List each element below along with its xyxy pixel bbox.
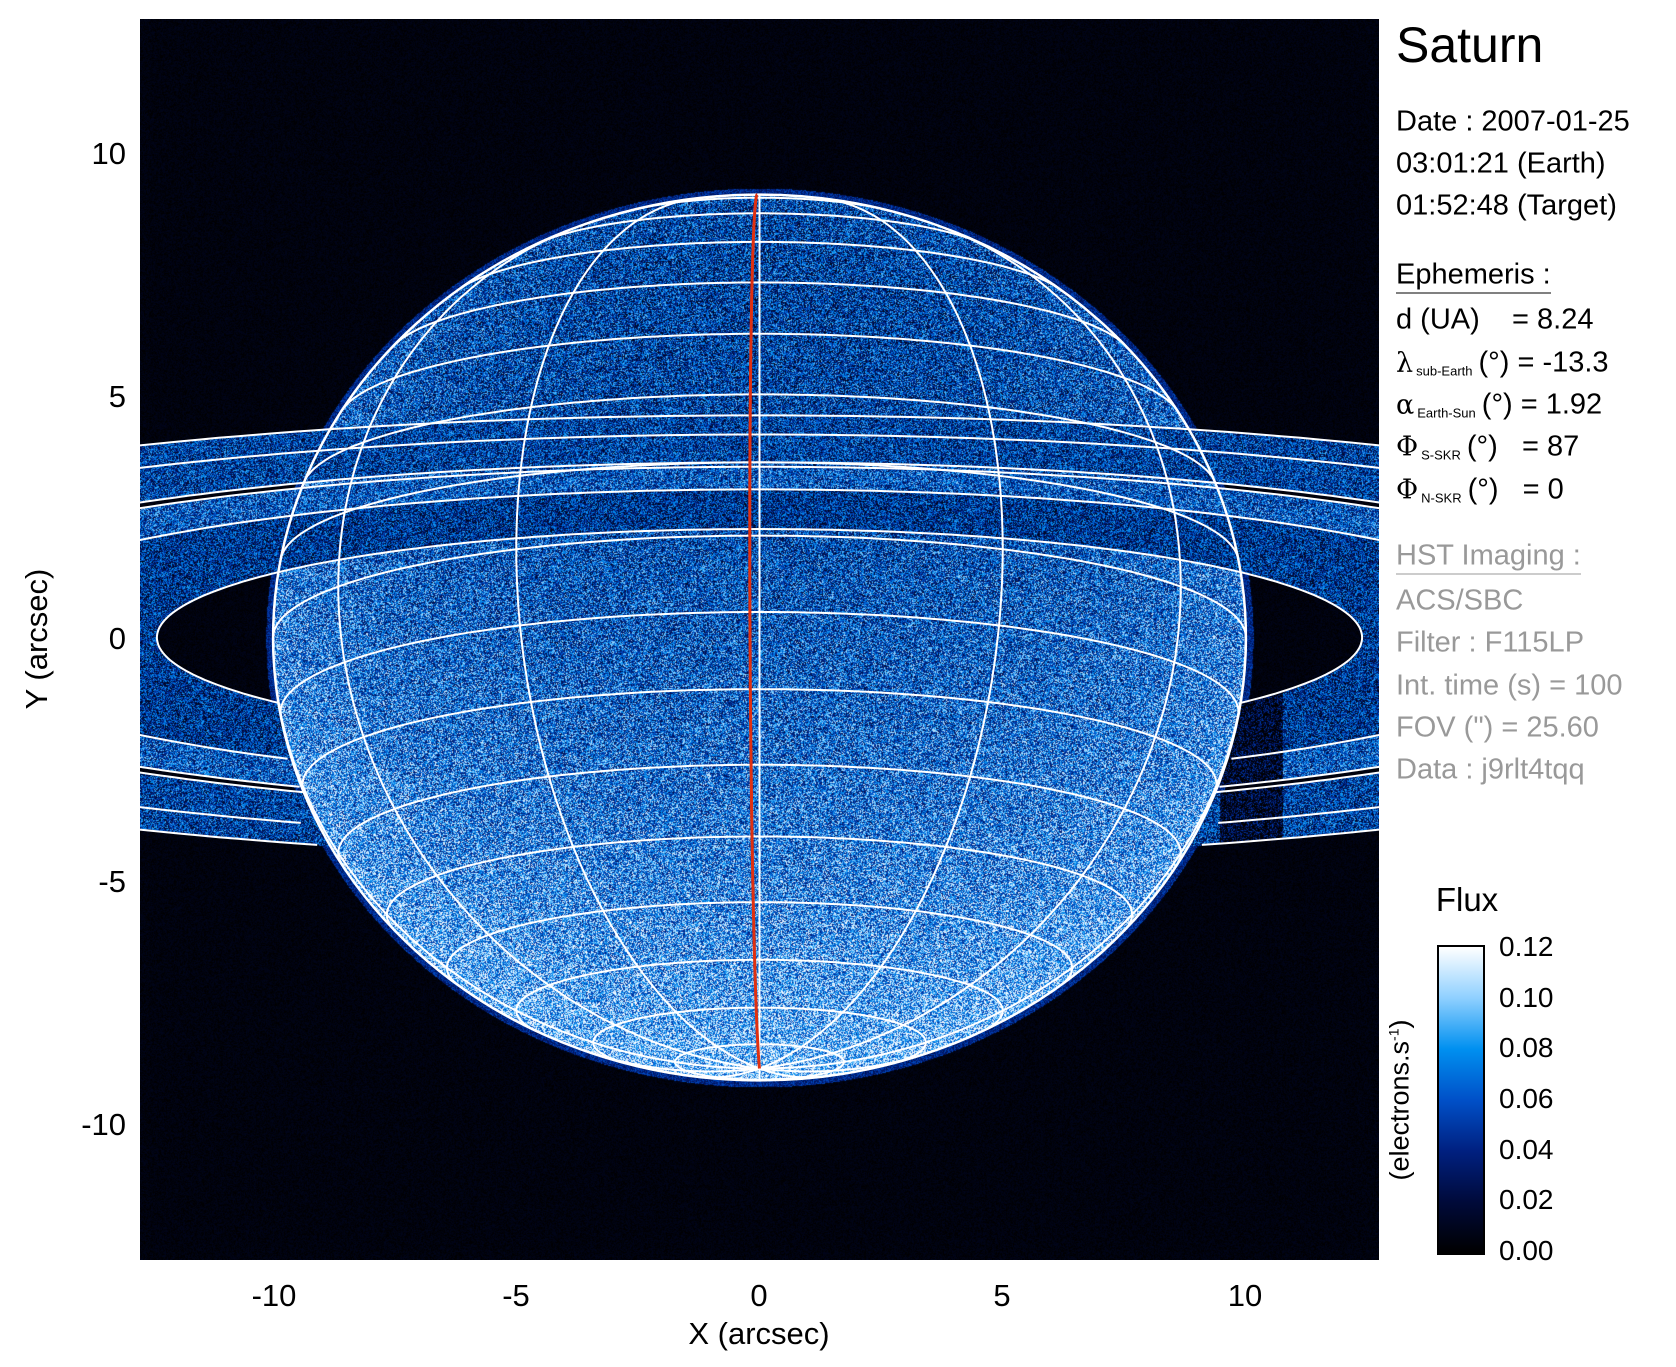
saturn-image-plot	[140, 19, 1379, 1260]
meridian-line	[760, 228, 1181, 1068]
colorbar-tick-label: 0.06	[1499, 1083, 1554, 1115]
x-tick-label: 0	[750, 1278, 767, 1314]
ring-edge	[1231, 638, 1379, 759]
planet-grid-overlay	[140, 19, 1379, 1260]
colorbar-tick-label: 0.08	[1499, 1032, 1554, 1064]
meridian-line	[338, 228, 759, 1068]
colorbar-unit: (electrons.s-1)	[1385, 1019, 1416, 1180]
y-tick-label: -5	[98, 864, 126, 900]
colorbar-tick-label: 0.00	[1499, 1235, 1554, 1267]
ring-edge	[1219, 638, 1379, 787]
ephemeris-item: Φ S-SKR (°) = 87	[1396, 431, 1579, 464]
symbol: α	[1396, 390, 1414, 421]
y-tick-label: 5	[109, 379, 126, 415]
colorbar	[1437, 945, 1485, 1255]
ring-edge	[1216, 638, 1379, 793]
ring-edge	[1241, 638, 1362, 703]
latitude-line	[760, 334, 1176, 408]
imaging-item: FOV (") = 25.60	[1396, 711, 1599, 744]
ephemeris-item: d (UA) = 8.24	[1396, 304, 1593, 337]
symbol: Φ	[1396, 432, 1418, 463]
y-axis-label: Y (arcsec)	[19, 569, 55, 710]
ephemeris-item: Φ N-SKR (°) = 0	[1396, 474, 1564, 507]
meridian-line	[516, 199, 759, 1069]
y-tick-label: -10	[81, 1107, 126, 1143]
meridian-line	[760, 638, 1246, 1069]
colorbar-tick-label: 0.02	[1499, 1184, 1554, 1216]
subscript: Earth-Sun	[1417, 406, 1476, 421]
x-tick-label: -5	[502, 1278, 530, 1314]
subscript: N-SKR	[1421, 491, 1461, 506]
time-earth-text: 03:01:21 (Earth)	[1396, 148, 1606, 181]
meridian-line	[760, 199, 1003, 1069]
imaging-item: Int. time (s) = 100	[1396, 669, 1622, 702]
symbol: Φ	[1396, 475, 1418, 506]
ring-edge	[1218, 638, 1379, 823]
latitude-line	[516, 960, 759, 1032]
x-tick-label: 5	[993, 1278, 1010, 1314]
unit-main: (electrons.s	[1385, 1041, 1415, 1181]
symbol: λ	[1396, 348, 1413, 379]
y-tick-label: 10	[92, 136, 126, 172]
latitude-line	[460, 242, 760, 289]
subscript: S-SKR	[1421, 448, 1461, 463]
x-axis-label: X (arcsec)	[688, 1316, 829, 1352]
latitude-line	[760, 960, 1003, 1032]
latitude-line	[343, 334, 759, 408]
value-text: (°) = 0	[1468, 474, 1564, 506]
target-title: Saturn	[1396, 16, 1543, 74]
imaging-header: HST Imaging :	[1396, 540, 1581, 575]
unit-close: )	[1385, 1019, 1415, 1028]
colorbar-tick-label: 0.04	[1499, 1134, 1554, 1166]
x-tick-label: 10	[1228, 1278, 1262, 1314]
subscript: sub-Earth	[1416, 364, 1472, 379]
value-text: (°) = 87	[1467, 431, 1579, 463]
value-text: (°) = 1.92	[1482, 389, 1602, 421]
colorbar-title: Flux	[1436, 881, 1498, 919]
ephemeris-item: λ sub-Earth (°) = -13.3	[1396, 347, 1609, 380]
central-meridian-line	[750, 195, 760, 1069]
value-text: (°) = -13.3	[1479, 347, 1609, 379]
imaging-item: Filter : F115LP	[1396, 627, 1584, 660]
latitude-line	[760, 242, 1060, 289]
time-target-text: 01:52:48 (Target)	[1396, 190, 1617, 223]
imaging-item: ACS/SBC	[1396, 585, 1523, 618]
value-text: d (UA) = 8.24	[1396, 304, 1593, 336]
ephemeris-item: α Earth-Sun (°) = 1.92	[1396, 389, 1602, 422]
colorbar-tick-label: 0.10	[1499, 982, 1554, 1014]
unit-sup: -1	[1386, 1028, 1402, 1040]
imaging-item: Data : j9rlt4tqq	[1396, 754, 1585, 787]
date-text: Date : 2007-01-25	[1396, 106, 1630, 139]
ephemeris-header: Ephemeris :	[1396, 259, 1551, 294]
colorbar-tick-label: 0.12	[1499, 931, 1554, 963]
y-tick-label: 0	[109, 621, 126, 657]
x-tick-label: -10	[252, 1278, 297, 1314]
